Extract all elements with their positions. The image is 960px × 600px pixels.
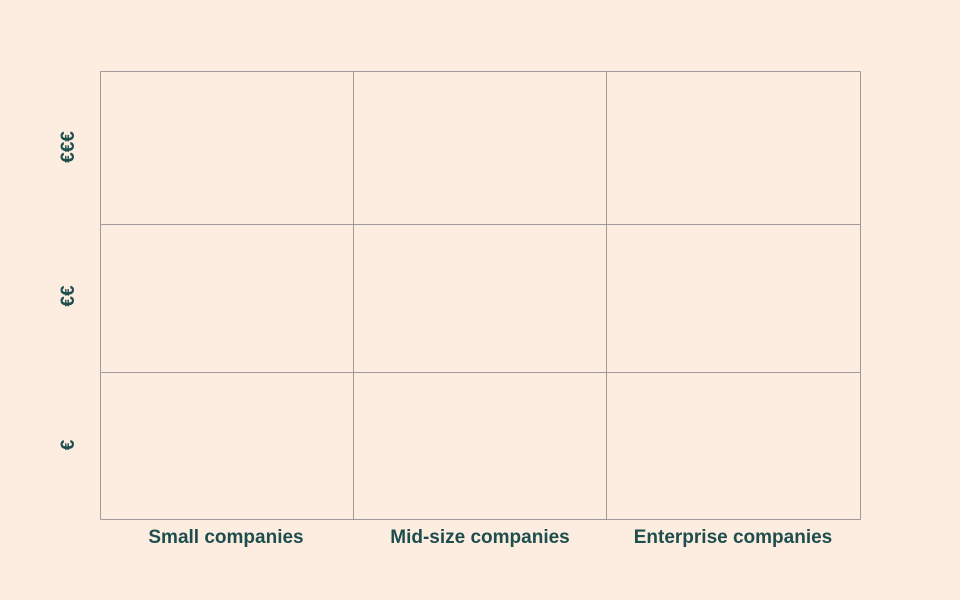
- column-label: Small companies: [148, 527, 303, 548]
- grid: [100, 71, 861, 520]
- row-label: €€: [58, 285, 79, 307]
- row-label: €: [58, 439, 79, 450]
- column-label: Mid-size companies: [390, 527, 570, 548]
- row-label: €€€: [58, 131, 79, 163]
- column-label: Enterprise companies: [634, 527, 833, 548]
